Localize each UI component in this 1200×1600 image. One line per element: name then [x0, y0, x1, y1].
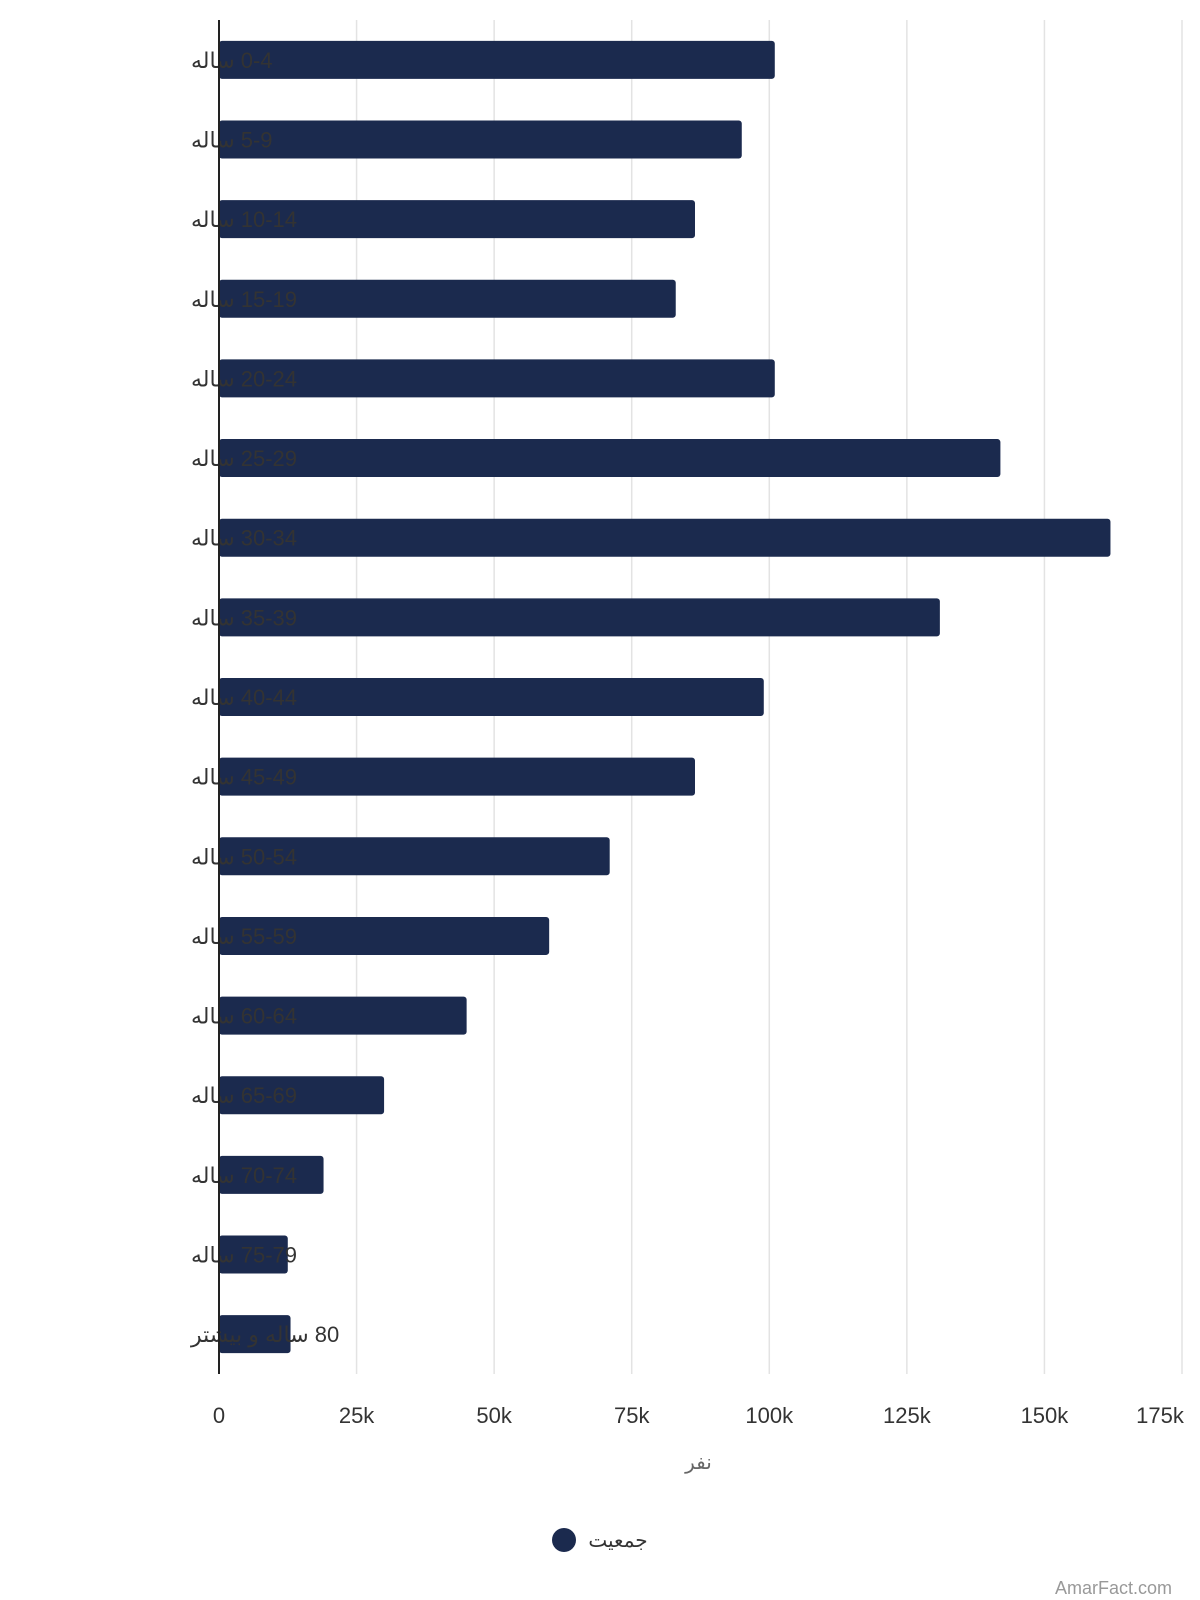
x-tick-label: 175k — [1136, 1403, 1185, 1428]
category-label: 15-19 ساله — [191, 287, 297, 312]
x-tick-label: 0 — [213, 1403, 225, 1428]
bar — [219, 518, 1111, 557]
bars — [219, 40, 1111, 1354]
category-label: 60-64 ساله — [191, 1004, 297, 1029]
category-label: 50-54 ساله — [191, 844, 297, 869]
category-label: 30-34 ساله — [191, 526, 297, 551]
x-tick-label: 125k — [883, 1403, 932, 1428]
category-label: 25-29 ساله — [191, 446, 297, 471]
category-label: 10-14 ساله — [191, 207, 297, 232]
x-tick-label: 75k — [614, 1403, 650, 1428]
bar — [219, 678, 764, 716]
bar — [219, 1155, 324, 1194]
x-tick-labels: 0 25k 50k 75k 100k 125k 150k 175k — [213, 1403, 1185, 1428]
category-label: 80 ساله و بیشتر — [190, 1322, 339, 1347]
bar — [219, 200, 695, 239]
bar — [219, 757, 695, 796]
bar — [219, 1315, 291, 1354]
category-label: 65-69 ساله — [191, 1083, 297, 1108]
bar — [219, 598, 940, 637]
bar — [219, 837, 610, 876]
legend: جمعیت — [0, 1528, 1200, 1552]
category-label: 35-39 ساله — [191, 605, 297, 630]
bar — [219, 439, 1001, 478]
category-label: 0-4 ساله — [191, 48, 273, 73]
x-tick-label: 150k — [1021, 1403, 1070, 1428]
x-tick-label: 25k — [339, 1403, 375, 1428]
bar — [219, 40, 775, 79]
bar — [219, 359, 775, 398]
category-labels: 0-4 ساله 5-9 ساله 10-14 ساله 15-19 ساله 20-2… — [190, 48, 339, 1347]
legend-swatch — [552, 1528, 577, 1552]
source-credit: AmarFact.com — [1054, 1578, 1172, 1598]
category-label: 45-49 ساله — [191, 765, 297, 790]
x-tick-label: 50k — [476, 1403, 512, 1428]
category-label: 20-24 ساله — [191, 366, 297, 391]
bar — [219, 1076, 385, 1115]
category-label: 70-74 ساله — [191, 1163, 297, 1188]
bar — [219, 120, 742, 159]
legend-label: جمعیت — [588, 1528, 648, 1552]
category-label: 75-79 ساله — [191, 1243, 297, 1268]
bar — [219, 916, 550, 955]
x-axis-title: نفر — [684, 1450, 712, 1474]
bar — [219, 1235, 288, 1274]
category-label: 55-59 ساله — [191, 924, 297, 949]
category-label: 40-44 ساله — [191, 685, 297, 710]
x-tick-label: 100k — [745, 1403, 794, 1428]
bar — [219, 279, 676, 318]
bar — [219, 996, 467, 1035]
category-label: 5-9 ساله — [191, 127, 273, 152]
